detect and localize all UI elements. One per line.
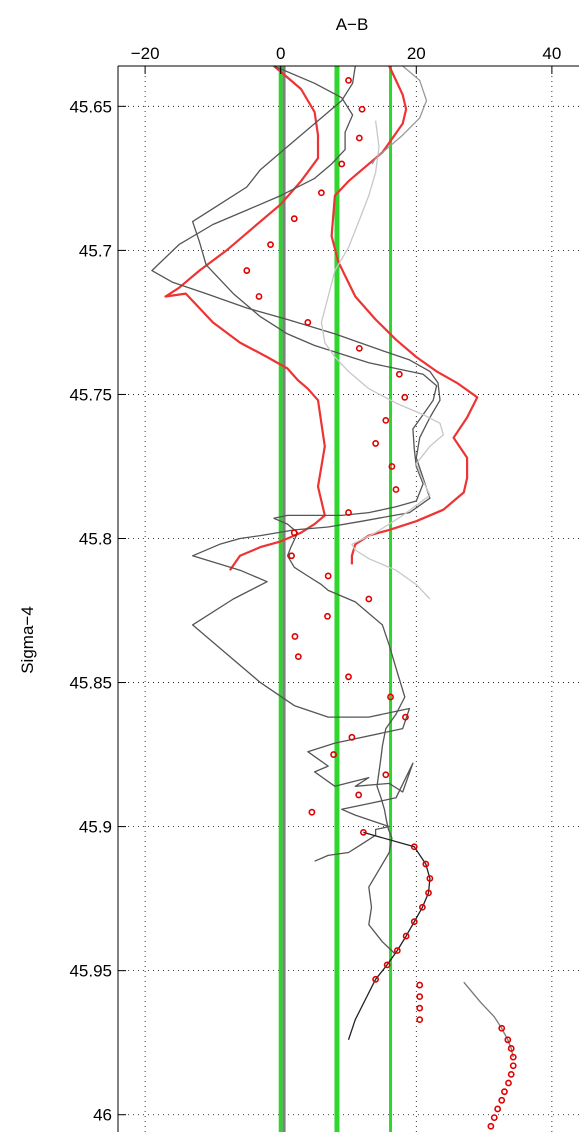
series-line-4 (191, 65, 438, 954)
data-point (498, 1096, 506, 1104)
data-point (345, 509, 352, 516)
series-line-1 (164, 65, 326, 571)
y-tick-label: 45.75 (69, 385, 112, 404)
data-point (267, 241, 274, 249)
data-point (498, 1024, 506, 1032)
data-point (393, 947, 401, 954)
y-tick-label: 45.8 (79, 529, 112, 548)
data-point (255, 293, 263, 300)
y-tick-label: 45.85 (69, 674, 112, 693)
data-point (355, 791, 363, 799)
data-point (324, 612, 331, 620)
data-point (288, 552, 295, 560)
y-tick-label: 45.7 (79, 241, 112, 260)
series-line-2 (330, 65, 479, 565)
data-point (308, 808, 316, 816)
data-point (243, 267, 251, 274)
data-point (383, 961, 391, 969)
data-point (388, 463, 396, 470)
data-point (358, 105, 366, 113)
series-line-8 (371, 65, 428, 165)
data-point (355, 344, 363, 352)
data-point (345, 673, 352, 681)
data-point (416, 993, 424, 1000)
data-point (348, 733, 356, 741)
data-point (382, 771, 390, 779)
data-point (360, 828, 367, 836)
y-tick-label: 46 (93, 1106, 112, 1125)
data-point (402, 713, 409, 721)
data-point (494, 1105, 502, 1113)
y-tick-label: 45.95 (69, 962, 112, 981)
series-line-3 (151, 65, 441, 862)
data-point (304, 319, 312, 326)
data-point (290, 529, 298, 537)
y-tick-label: 45.9 (79, 818, 112, 837)
data-point (372, 975, 380, 983)
data-point (410, 918, 418, 926)
data-point (365, 595, 373, 603)
data-point (507, 1070, 515, 1078)
axes: −20 0 20 40 45.65 45.7 45.75 45.8 45.85 45.9 45.95… (69, 44, 579, 1132)
x-tick-label: −20 (131, 44, 160, 63)
data-point (418, 903, 426, 911)
data-point (392, 486, 400, 493)
series-line-7 (320, 120, 445, 600)
data-point (387, 693, 394, 701)
data-point (416, 981, 424, 989)
x-axis-label: A−B (336, 15, 369, 34)
data-point (416, 1016, 424, 1024)
y-axis-label: Sigma−4 (18, 606, 37, 674)
data-point (345, 77, 352, 84)
data-point (509, 1062, 517, 1070)
data-point (487, 1122, 495, 1130)
data-point (355, 134, 363, 142)
grid (118, 66, 579, 1132)
data-point (395, 370, 403, 378)
data-point (382, 416, 390, 424)
data-point (330, 751, 337, 758)
y-tick-label: 45.65 (69, 97, 112, 116)
x-tick-label: 40 (542, 44, 561, 63)
data-point (290, 215, 298, 223)
data-point (422, 860, 430, 868)
data-point (425, 889, 432, 897)
data-point (291, 633, 299, 640)
data-point (504, 1036, 512, 1044)
data-point (426, 875, 434, 882)
data-point (509, 1053, 517, 1061)
data-point (402, 932, 410, 940)
data-point (505, 1079, 512, 1087)
data-point (501, 1088, 508, 1096)
data-point (324, 572, 332, 580)
data-point (338, 160, 346, 168)
data-point (294, 653, 302, 661)
data-point (507, 1045, 515, 1052)
data-point (372, 440, 380, 447)
x-tick-label: 20 (407, 44, 426, 63)
data-point (410, 843, 418, 851)
series-line-6 (463, 981, 514, 1058)
x-tick-label: 0 (276, 44, 285, 63)
data-point (317, 189, 325, 197)
data-point (401, 393, 409, 401)
data-point (416, 1004, 424, 1012)
data-layer (151, 65, 517, 1132)
data-point (490, 1114, 498, 1121)
